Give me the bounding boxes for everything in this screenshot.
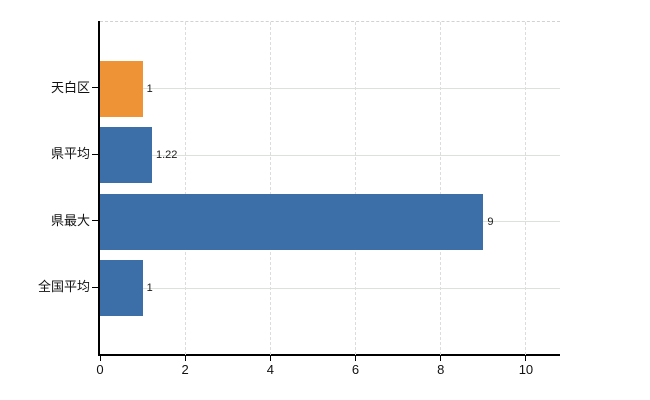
x-axis-tick — [184, 356, 186, 361]
y-axis-tick — [92, 153, 98, 155]
x-axis-tick-label: 10 — [518, 362, 534, 377]
x-axis-tick — [440, 356, 442, 361]
gridline-vertical — [184, 22, 186, 355]
bar — [100, 127, 152, 184]
gridline-horizontal — [100, 287, 560, 289]
x-axis-tick — [525, 356, 527, 361]
y-axis-tick — [92, 87, 98, 89]
gridline-horizontal — [100, 88, 560, 90]
bar — [100, 193, 484, 250]
category-label: 県平均 — [50, 146, 90, 162]
x-axis-tick — [99, 356, 101, 361]
x-axis-tick-label: 8 — [437, 362, 445, 377]
x-axis-tick-label: 6 — [351, 362, 360, 377]
x-axis-tick-label: 2 — [181, 362, 189, 377]
gridline-vertical — [440, 22, 442, 355]
x-axis-tick — [269, 356, 271, 361]
y-axis-tick — [92, 286, 98, 288]
gridline-horizontal — [100, 154, 560, 156]
bar-value-label: 1 — [146, 282, 153, 295]
bar-value-label: 9 — [487, 215, 494, 228]
x-axis-line — [98, 354, 560, 356]
bar — [100, 60, 143, 117]
x-axis-tick-label: 4 — [266, 362, 274, 377]
bar-value-label: 1.22 — [155, 149, 178, 162]
gridline-vertical — [269, 22, 271, 355]
bar-value-label: 1 — [146, 82, 153, 95]
bar — [100, 260, 143, 317]
category-label: 県最大 — [50, 212, 90, 228]
y-axis-tick — [92, 220, 98, 222]
category-label: 全国平均 — [37, 279, 90, 295]
category-label: 天白区 — [50, 79, 90, 95]
gridline-vertical — [525, 22, 527, 355]
plot-area: 1 1.22 9 1 — [100, 21, 560, 355]
x-axis-tick-label: 0 — [96, 362, 104, 377]
x-axis-tick — [355, 356, 357, 361]
y-axis-line — [98, 21, 100, 356]
gridline-vertical — [355, 22, 357, 355]
